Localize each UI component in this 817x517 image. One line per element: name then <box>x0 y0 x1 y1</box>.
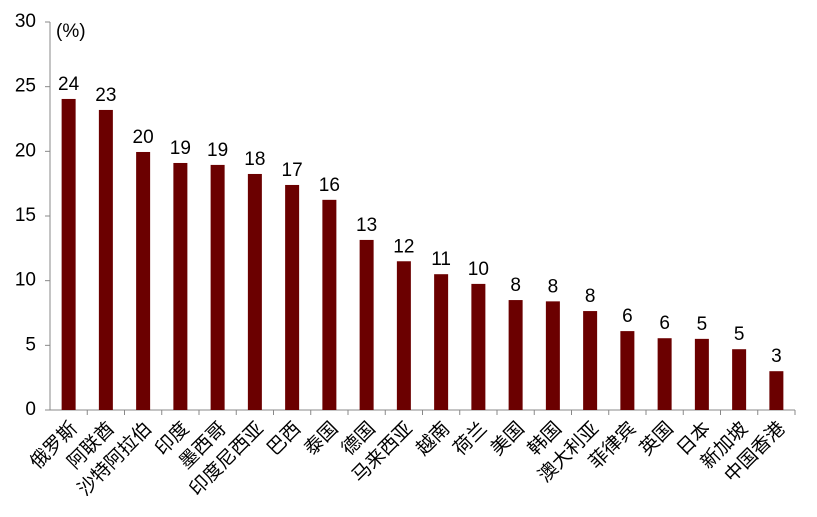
bar <box>620 331 635 410</box>
value-label: 6 <box>659 313 670 334</box>
bar <box>732 349 747 410</box>
value-label: 3 <box>771 346 782 367</box>
bar <box>359 239 374 410</box>
value-label: 20 <box>133 127 154 148</box>
value-label: 12 <box>393 236 414 257</box>
bar <box>583 311 598 410</box>
y-tick-label: 5 <box>25 334 36 355</box>
y-tick-label: 25 <box>15 76 36 97</box>
value-label: 8 <box>510 275 521 296</box>
unit-label: (%) <box>56 21 86 42</box>
value-label: 8 <box>548 276 559 297</box>
value-label: 24 <box>58 74 80 95</box>
value-label: 5 <box>697 314 708 335</box>
value-label: 8 <box>585 286 596 307</box>
bar <box>508 300 523 410</box>
bar <box>396 261 411 410</box>
value-label: 19 <box>207 140 228 161</box>
bar <box>210 164 225 410</box>
bar <box>98 109 113 411</box>
bar <box>247 173 262 410</box>
x-tick-label: 美国 <box>486 418 528 460</box>
x-tick-label: 越南 <box>412 418 454 460</box>
bar <box>545 301 560 410</box>
bar <box>322 199 337 410</box>
bar <box>61 98 76 410</box>
value-label: 11 <box>431 249 451 270</box>
value-label: 18 <box>244 149 265 170</box>
value-label: 17 <box>282 160 303 181</box>
value-label: 5 <box>734 324 745 345</box>
bar <box>694 338 709 410</box>
bar <box>434 274 449 410</box>
x-tick-label: 巴西 <box>263 418 305 460</box>
value-label: 16 <box>319 175 340 196</box>
value-label: 10 <box>468 259 489 280</box>
bar <box>657 338 672 410</box>
value-label: 23 <box>95 85 116 106</box>
bar <box>769 371 784 410</box>
value-label: 6 <box>622 306 633 327</box>
bar <box>136 151 151 411</box>
y-tick-label: 15 <box>15 205 36 226</box>
y-tick-label: 20 <box>15 140 36 161</box>
y-tick-label: 10 <box>15 270 36 291</box>
bar <box>285 184 300 410</box>
y-tick-label: 0 <box>25 399 36 420</box>
value-label: 13 <box>356 215 377 236</box>
x-tick-label: 泰国 <box>300 418 342 460</box>
bar <box>173 162 188 410</box>
y-tick-label: 30 <box>15 11 36 32</box>
x-tick-label: 荷兰 <box>449 418 491 460</box>
value-label: 19 <box>170 138 191 159</box>
bar <box>471 283 486 410</box>
x-tick-label: 英国 <box>635 418 677 460</box>
